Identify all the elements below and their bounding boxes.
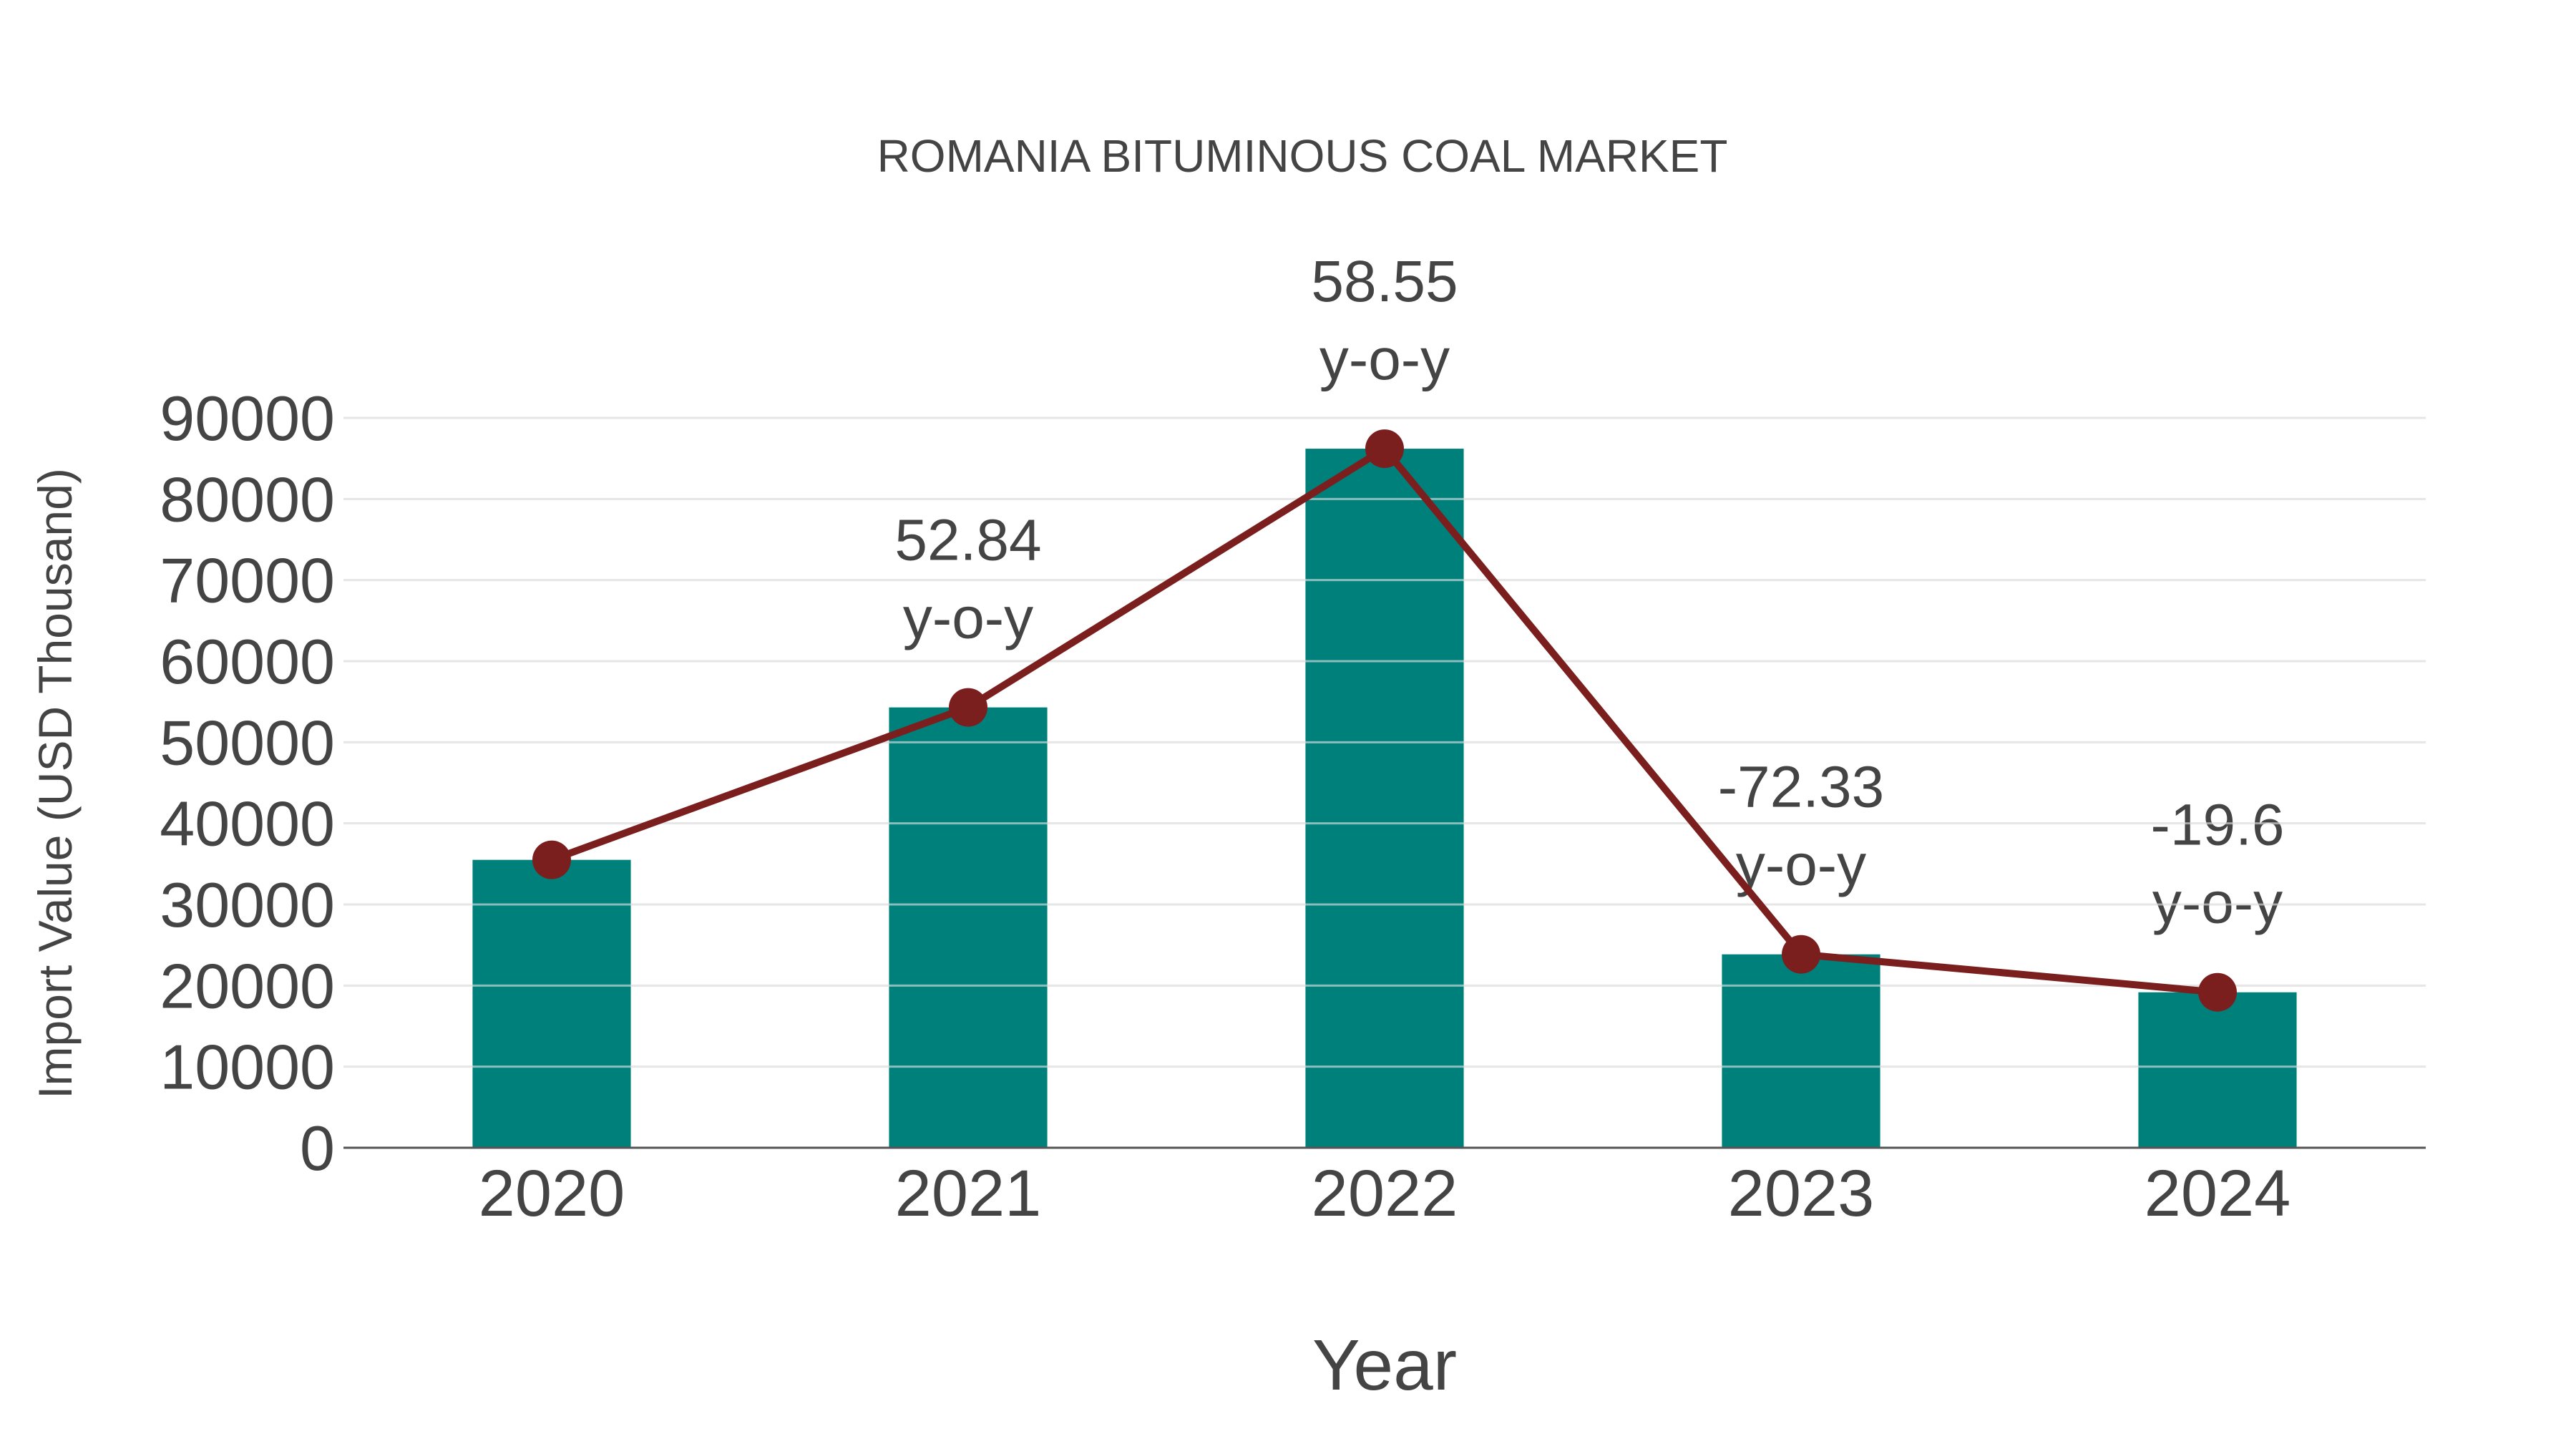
- line-series: [532, 429, 2237, 1012]
- yoy-annotations: 52.84 y-o-y 58.55 y-o-y -72.33 y-o-y -19.6 y-o-…: [894, 249, 2284, 936]
- yoy-value: 52.84: [894, 508, 1041, 573]
- y-tick-label: 10000: [160, 1032, 335, 1103]
- yoy-label: y-o-y: [903, 586, 1033, 651]
- x-axis-ticks: 2020 2021 2022 2023 2024: [479, 1157, 2291, 1230]
- yoy-label: y-o-y: [2152, 871, 2283, 936]
- bar-series: [472, 449, 2297, 1148]
- bar-2023[interactable]: [1722, 954, 1880, 1148]
- y-tick-label: 20000: [160, 950, 335, 1021]
- chart-title: ROMANIA BITUMINOUS COAL MARKET: [877, 130, 1728, 182]
- yoy-label: y-o-y: [1736, 833, 1866, 898]
- x-tick-label: 2023: [1728, 1157, 1875, 1230]
- marker-2020[interactable]: [532, 840, 571, 879]
- x-tick-label: 2021: [895, 1157, 1042, 1230]
- y-tick-label: 40000: [160, 789, 335, 859]
- x-tick-label: 2020: [479, 1157, 625, 1230]
- y-tick-label: 0: [300, 1113, 335, 1184]
- marker-2023[interactable]: [1782, 935, 1820, 974]
- bar-2020[interactable]: [472, 859, 631, 1148]
- y-axis-title: Import Value (USD Thousand): [29, 468, 82, 1099]
- y-tick-label: 70000: [160, 545, 335, 616]
- x-tick-label: 2022: [1312, 1157, 1458, 1230]
- y-tick-label: 30000: [160, 869, 335, 940]
- y-tick-label: 90000: [160, 383, 335, 454]
- y-axis-ticks: 0 10000 20000 30000 40000 50000 60000 70000 8000…: [160, 383, 335, 1184]
- x-axis-title: Year: [1312, 1325, 1457, 1405]
- yoy-value: 58.55: [1311, 249, 1458, 314]
- marker-2021[interactable]: [949, 688, 987, 727]
- y-tick-label: 80000: [160, 464, 335, 535]
- bar-2021[interactable]: [889, 707, 1048, 1148]
- bar-2022[interactable]: [1305, 449, 1464, 1148]
- y-tick-label: 50000: [160, 707, 335, 778]
- bar-2024[interactable]: [2138, 992, 2297, 1148]
- marker-2022[interactable]: [1365, 429, 1404, 469]
- x-tick-label: 2024: [2145, 1157, 2291, 1230]
- gridlines-overlay: [343, 416, 2426, 1068]
- marker-2024[interactable]: [2198, 972, 2237, 1012]
- yoy-value: -72.33: [1718, 755, 1885, 820]
- yoy-value: -19.6: [2151, 793, 2285, 858]
- yoy-label: y-o-y: [1319, 327, 1450, 392]
- y-tick-label: 60000: [160, 626, 335, 697]
